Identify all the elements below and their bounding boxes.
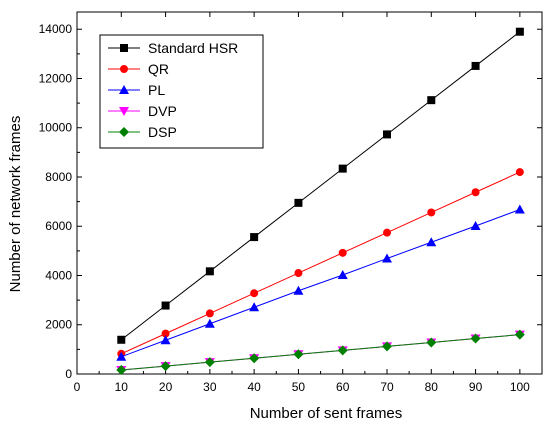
legend-marker bbox=[119, 85, 129, 94]
y-tick-label: 4000 bbox=[45, 268, 72, 282]
x-tick-label: 20 bbox=[159, 380, 173, 394]
series-dsp bbox=[116, 329, 525, 376]
data-point bbox=[249, 302, 260, 312]
data-point bbox=[514, 329, 525, 340]
data-point bbox=[294, 269, 303, 278]
data-point bbox=[116, 351, 127, 361]
data-point bbox=[249, 353, 260, 364]
data-point bbox=[471, 61, 480, 70]
data-point bbox=[161, 329, 170, 338]
data-point bbox=[294, 198, 303, 207]
data-point bbox=[160, 361, 171, 372]
x-tick-label: 0 bbox=[74, 380, 81, 394]
data-point bbox=[250, 289, 259, 298]
legend-label: DVP bbox=[148, 103, 177, 119]
x-tick-label: 70 bbox=[380, 380, 394, 394]
y-tick-label: 8000 bbox=[45, 170, 72, 184]
data-point bbox=[204, 357, 215, 368]
series-standard-hsr bbox=[117, 27, 524, 344]
data-point bbox=[337, 345, 348, 356]
legend: Standard HSR QR PL DVP DSP bbox=[99, 34, 264, 149]
data-point bbox=[382, 253, 392, 263]
y-tick-label: 2000 bbox=[45, 318, 72, 332]
series-line bbox=[120, 31, 521, 341]
y-axis: 0 2000 4000 6000 8000 10000 12000 14000 bbox=[39, 22, 542, 381]
x-tick-label: 30 bbox=[203, 380, 217, 394]
data-point bbox=[293, 349, 304, 360]
x-axis: 0 10 20 30 40 50 60 70 80 90 100 bbox=[74, 12, 530, 394]
series-layer bbox=[116, 27, 525, 376]
x-axis-title: Number of sent frames bbox=[250, 405, 403, 422]
legend-label: QR bbox=[148, 61, 169, 77]
series-pl bbox=[116, 204, 525, 361]
series-qr bbox=[117, 168, 524, 358]
legend-marker bbox=[120, 44, 128, 52]
data-point bbox=[427, 96, 436, 105]
data-point bbox=[338, 248, 347, 257]
x-tick-label: 10 bbox=[115, 380, 129, 394]
data-point bbox=[337, 270, 348, 280]
x-tick-label: 60 bbox=[336, 380, 350, 394]
y-tick-label: 6000 bbox=[45, 219, 72, 233]
data-point bbox=[205, 309, 214, 318]
legend-marker bbox=[120, 65, 128, 73]
x-tick-label: 80 bbox=[425, 380, 439, 394]
data-point bbox=[426, 337, 437, 348]
data-point bbox=[514, 204, 525, 214]
data-point bbox=[426, 237, 437, 247]
legend-marker bbox=[119, 127, 129, 137]
data-point bbox=[471, 188, 480, 197]
y-tick-label: 10000 bbox=[39, 121, 73, 135]
series-line bbox=[121, 334, 520, 371]
y-tick-label: 0 bbox=[65, 367, 72, 381]
plot-border bbox=[76, 11, 543, 375]
data-point bbox=[205, 267, 214, 276]
legend-marker bbox=[119, 107, 129, 116]
y-axis-title: Number of network frames bbox=[7, 116, 24, 293]
plot-frame bbox=[76, 11, 543, 375]
y-tick-label: 14000 bbox=[39, 22, 73, 36]
data-point bbox=[470, 220, 481, 230]
x-tick-label: 100 bbox=[510, 380, 530, 394]
data-point bbox=[515, 27, 524, 36]
data-point bbox=[338, 164, 347, 173]
y-tick-label: 12000 bbox=[39, 71, 73, 85]
series-line bbox=[121, 171, 521, 355]
x-tick-label: 90 bbox=[469, 380, 483, 394]
x-tick-label: 50 bbox=[292, 380, 306, 394]
legend-label: Standard HSR bbox=[148, 40, 238, 56]
data-point bbox=[161, 301, 170, 310]
legend-label: DSP bbox=[148, 124, 177, 140]
data-point bbox=[250, 233, 259, 242]
data-point bbox=[117, 335, 126, 344]
data-point bbox=[160, 335, 171, 345]
data-point bbox=[382, 341, 392, 352]
series-line bbox=[121, 209, 521, 358]
data-point bbox=[383, 130, 391, 139]
data-point bbox=[293, 285, 304, 295]
legend-label: PL bbox=[148, 82, 165, 98]
data-point bbox=[383, 228, 391, 237]
data-point bbox=[204, 318, 215, 328]
data-point bbox=[427, 208, 436, 217]
data-point bbox=[116, 365, 127, 376]
data-point bbox=[470, 333, 481, 344]
data-point bbox=[515, 168, 524, 177]
x-tick-label: 40 bbox=[247, 380, 261, 394]
